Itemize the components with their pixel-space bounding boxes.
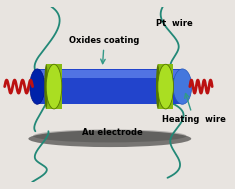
Ellipse shape (28, 130, 191, 147)
Text: Au electrode: Au electrode (82, 129, 143, 137)
Ellipse shape (46, 64, 62, 109)
Text: Oxides coating: Oxides coating (69, 36, 139, 64)
FancyBboxPatch shape (37, 69, 182, 104)
Text: Heating  wire: Heating wire (162, 94, 226, 124)
FancyBboxPatch shape (158, 64, 173, 109)
Ellipse shape (33, 129, 187, 143)
Ellipse shape (158, 64, 173, 109)
FancyBboxPatch shape (46, 64, 62, 109)
FancyBboxPatch shape (37, 70, 182, 78)
Text: Pt  wire: Pt wire (156, 19, 193, 28)
Ellipse shape (156, 64, 160, 109)
Ellipse shape (44, 64, 48, 109)
Ellipse shape (173, 69, 192, 104)
Ellipse shape (30, 69, 45, 104)
